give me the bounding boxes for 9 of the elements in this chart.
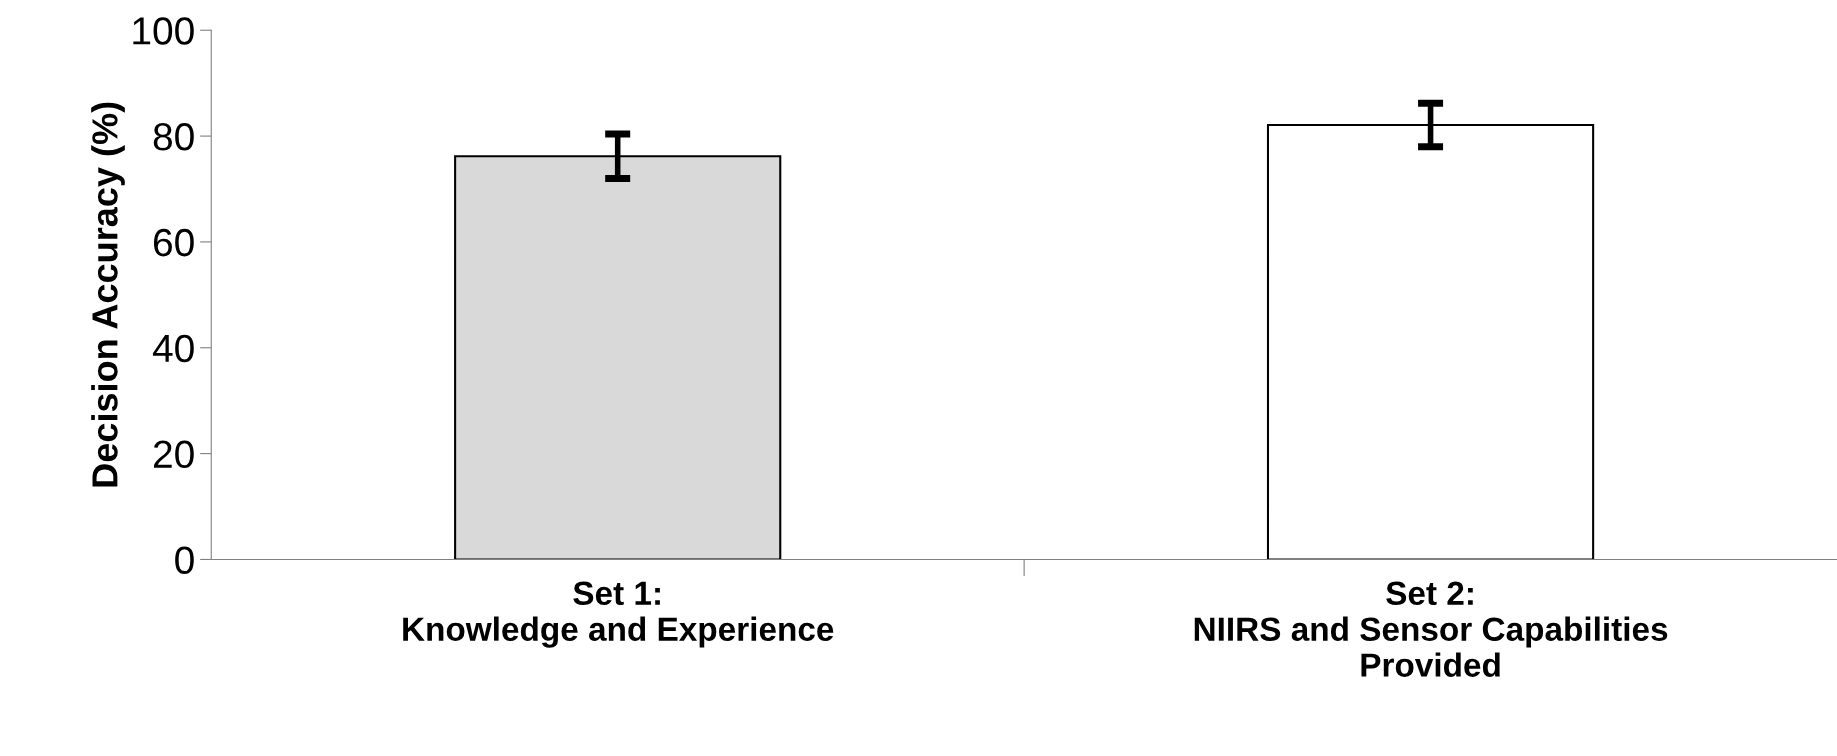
y-tick-label: 0 <box>175 546 194 574</box>
y-axis-title: Decision Accuracy (%) <box>91 102 125 487</box>
y-tick-label: 40 <box>152 334 194 363</box>
y-tick-label: 80 <box>153 123 194 151</box>
y-tick-label: 100 <box>133 17 194 45</box>
x-tick-label: Set 1: Knowledge and Experience <box>403 581 834 648</box>
x-tick-label: Set 2: NIIRS and Sensor Capabilities Provided <box>1194 581 1668 677</box>
y-tick-label: 20 <box>153 440 194 469</box>
y-tick-label: 60 <box>154 228 194 257</box>
